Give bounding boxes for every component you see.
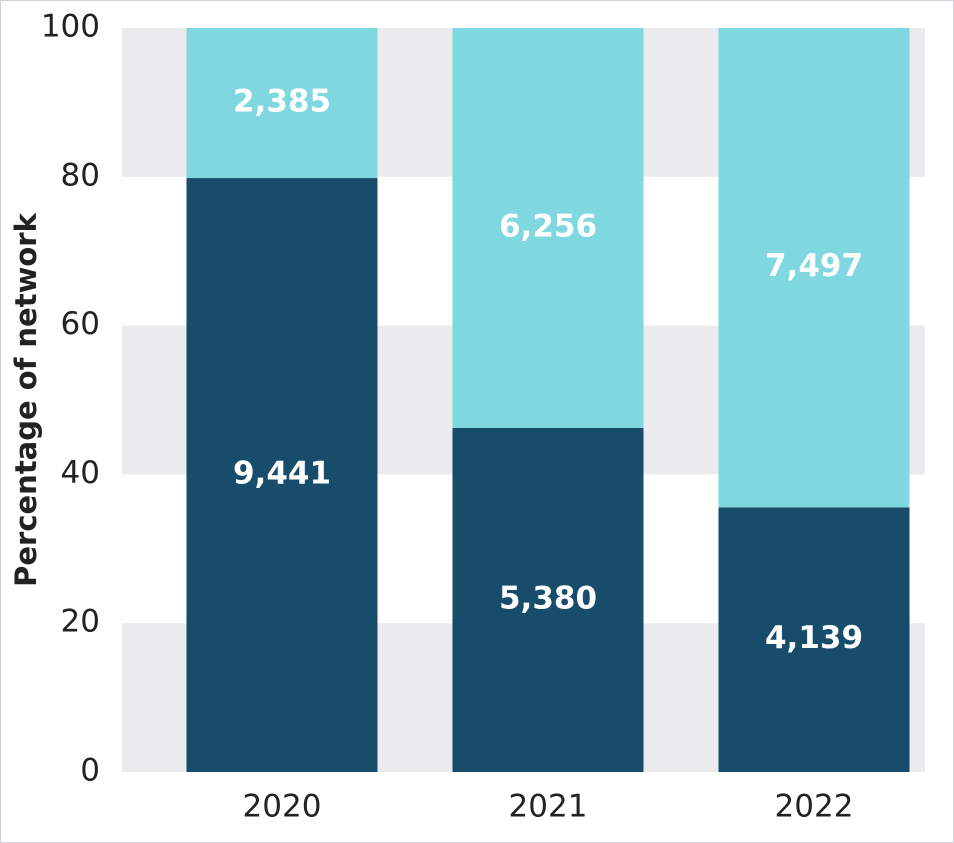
bar-segment [718, 28, 910, 508]
y-tick-label: 20 [61, 604, 100, 640]
bar-segment [718, 507, 910, 772]
bar-segment [452, 428, 644, 772]
x-tick-label: 2022 [775, 789, 854, 825]
data-label: 9,441 [233, 456, 331, 492]
y-tick-label: 100 [41, 9, 100, 45]
y-tick-label: 40 [61, 455, 100, 491]
y-tick-label: 60 [61, 306, 100, 342]
data-label: 7,497 [765, 248, 863, 284]
x-tick-label: 2020 [243, 789, 322, 825]
bar-segment [452, 28, 644, 429]
data-label: 6,256 [499, 209, 597, 245]
data-label: 2,385 [233, 84, 331, 120]
data-label: 4,139 [765, 620, 863, 656]
x-tick-label: 2021 [509, 789, 588, 825]
y-tick-label: 80 [61, 157, 100, 193]
bar-segment [186, 28, 378, 179]
y-tick-label: 0 [80, 753, 100, 789]
bar-segment [186, 178, 378, 773]
data-label: 5,380 [499, 581, 597, 617]
y-axis-label: Percentage of network [9, 212, 43, 587]
